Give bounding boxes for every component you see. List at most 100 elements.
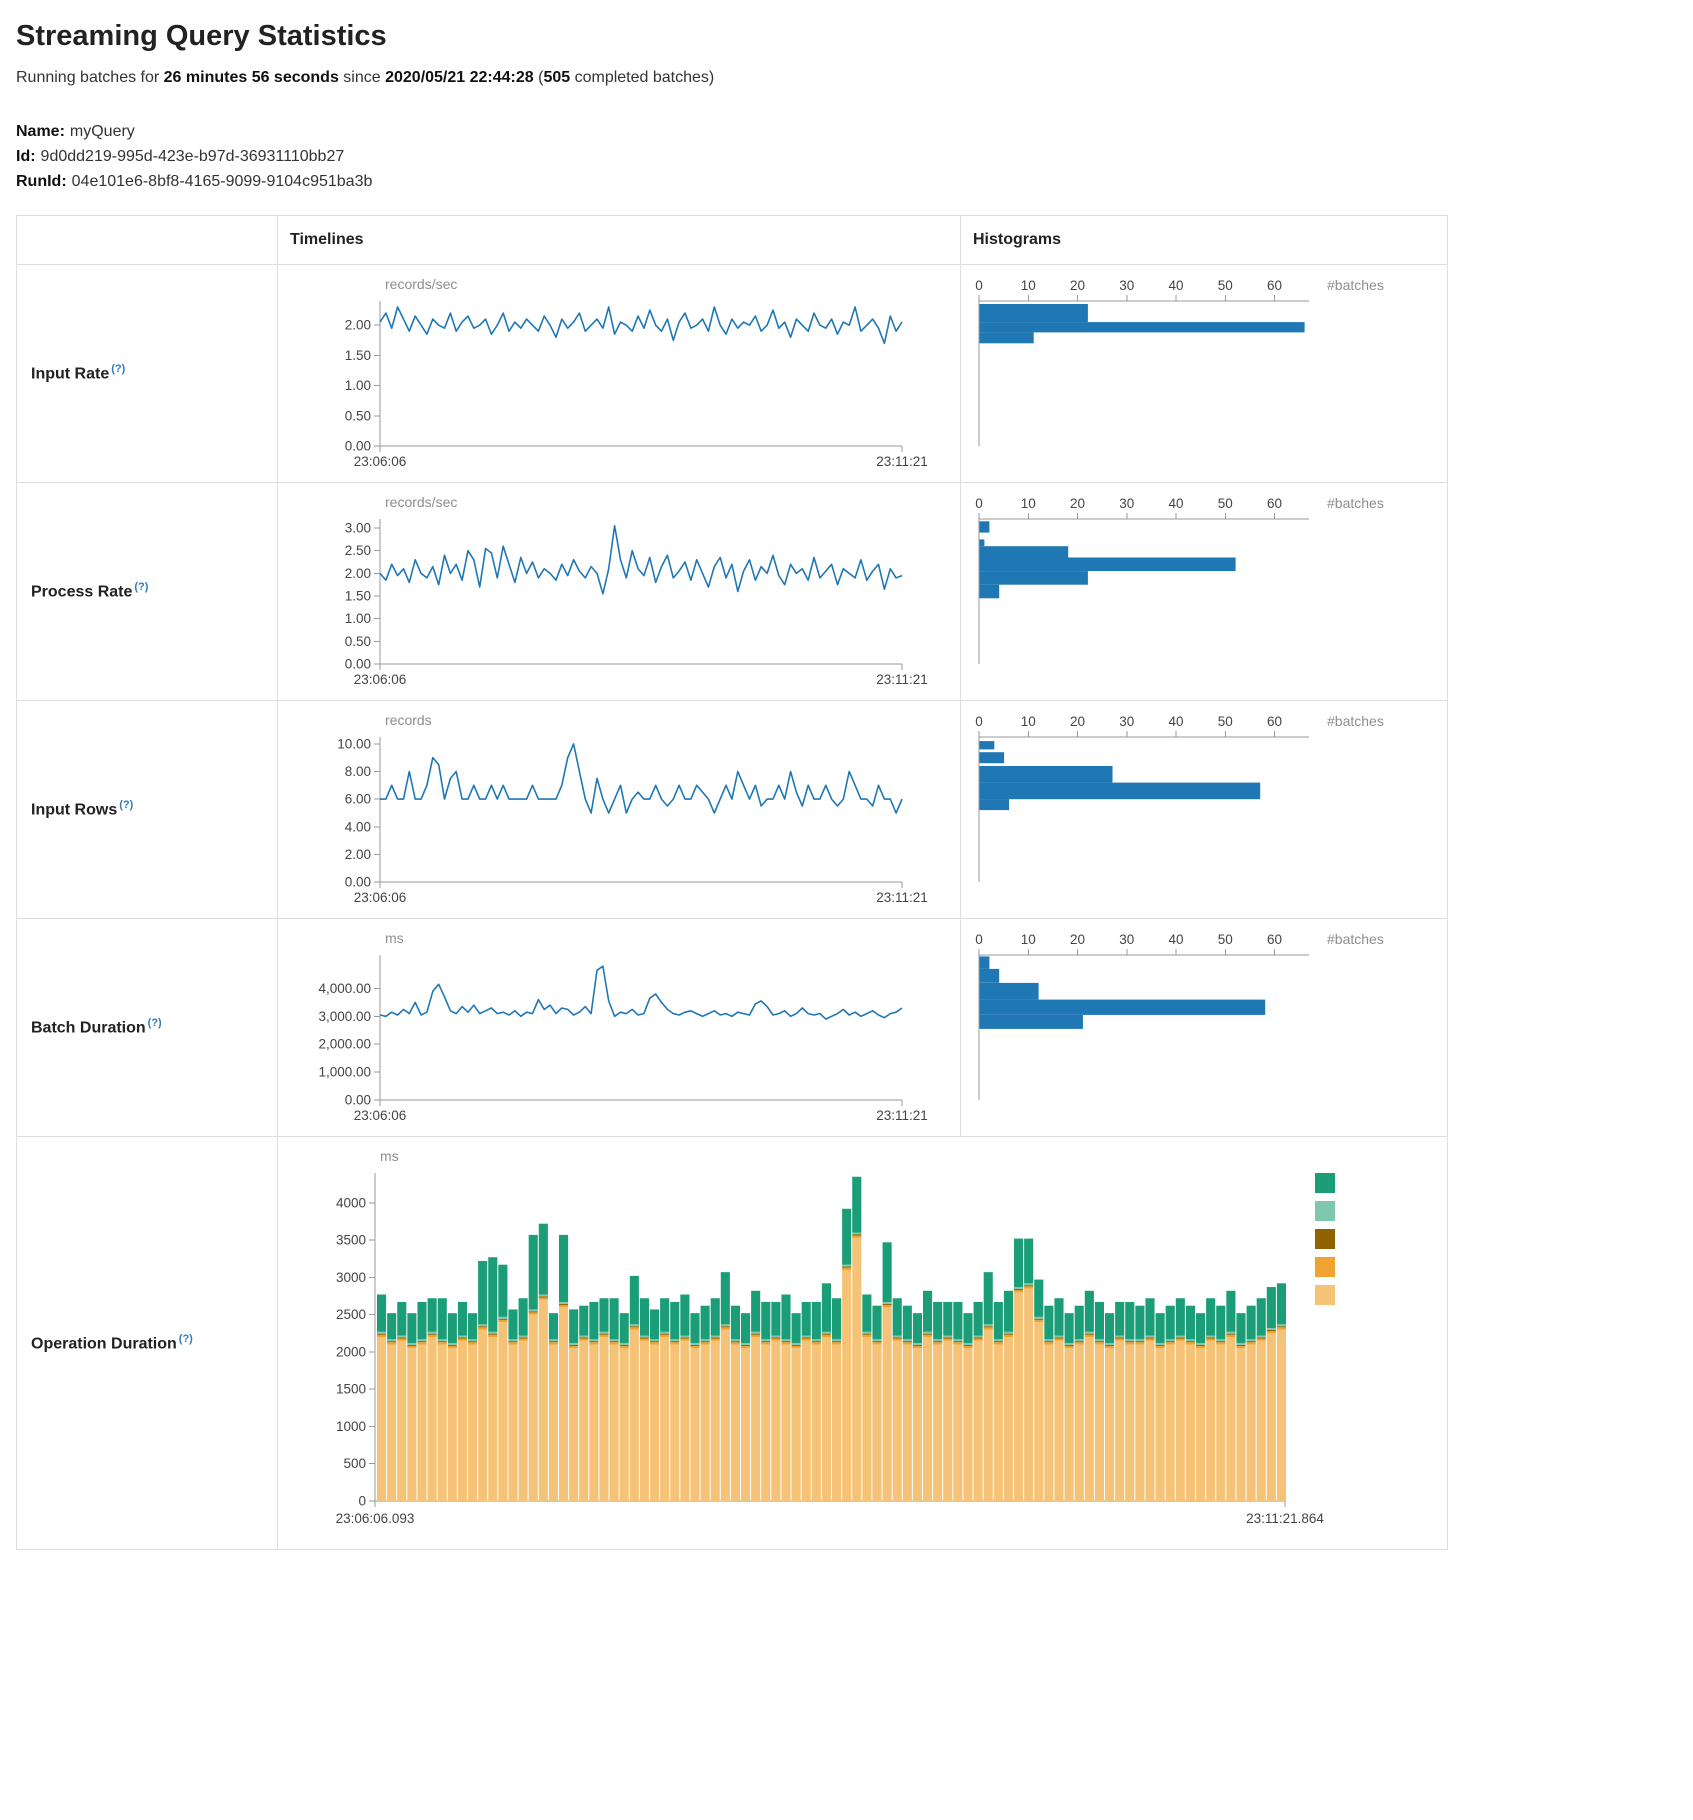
stacked-bar-segment [811, 1341, 821, 1343]
stacked-bar-segment [1266, 1329, 1276, 1332]
operation-duration-help-icon[interactable]: (?) [178, 1332, 193, 1345]
histogram-bar [979, 766, 1113, 783]
svg-text:2.00: 2.00 [345, 847, 371, 862]
stacked-bar-segment [761, 1342, 771, 1345]
stacked-bar-segment [791, 1313, 801, 1343]
stacked-bar-segment [498, 1316, 508, 1319]
legend-swatch[interactable] [1315, 1285, 1335, 1305]
stacked-bar-segment [710, 1337, 720, 1339]
input-rate-timeline-cell: records/sec 0.00 0.50 1.00 1.50 2.00 23:06:06 2… [277, 264, 961, 483]
stacked-bar-segment [700, 1341, 710, 1343]
stacked-bar-segment [690, 1345, 700, 1349]
stacked-bar-segment [528, 1309, 538, 1312]
stacked-bar-segment [872, 1339, 882, 1342]
stacked-bar-segment [973, 1340, 983, 1501]
stacked-bar-segment [741, 1345, 751, 1349]
stacked-bar-segment [1024, 1283, 1034, 1286]
stacked-bar-segment [609, 1344, 619, 1501]
svg-text:records/sec: records/sec [385, 494, 457, 510]
svg-text:20: 20 [1070, 714, 1085, 729]
statistics-table: Timelines Histograms Input Rate (?) recor… [16, 215, 1448, 1550]
svg-text:20: 20 [1070, 932, 1085, 947]
stacked-bar-segment [963, 1344, 973, 1346]
stacked-bar-segment [1185, 1339, 1195, 1342]
stacked-bar-segment [1003, 1337, 1013, 1501]
stacked-bar-segment [821, 1333, 831, 1335]
stacked-bar-segment [548, 1342, 558, 1345]
stacked-bar-segment [892, 1340, 902, 1501]
input-rate-label: Input Rate [31, 365, 110, 383]
svg-text:23:11:21: 23:11:21 [876, 1108, 928, 1123]
stacked-bar-segment [619, 1344, 629, 1346]
svg-text:ms: ms [385, 930, 404, 946]
input-rate-help-icon[interactable]: (?) [111, 363, 126, 376]
input_rate_timeline-svg: records/sec 0.00 0.50 1.00 1.50 2.00 23:06:06 2… [345, 276, 928, 469]
stacked-bar-segment [862, 1294, 872, 1332]
svg-text:10.00: 10.00 [337, 736, 371, 751]
stacked-bar-segment [1226, 1334, 1236, 1337]
stacked-bar-segment [993, 1341, 1003, 1343]
stacked-bar-segment [1276, 1326, 1286, 1328]
svg-text:60: 60 [1267, 714, 1282, 729]
histogram-bar [979, 999, 1266, 1015]
batch-duration-help-icon[interactable]: (?) [147, 1017, 162, 1030]
process-rate-help-icon[interactable]: (?) [134, 581, 149, 594]
legend-swatch[interactable] [1315, 1229, 1335, 1249]
svg-text:0: 0 [975, 714, 983, 729]
stacked-bar-segment [447, 1344, 457, 1346]
stacked-bar-segment [417, 1339, 427, 1342]
query-runid-value: 04e101e6-8bf8-4165-9099-9104c951ba3b [71, 173, 373, 190]
legend-swatch[interactable] [1315, 1257, 1335, 1277]
timelines-header: Timelines [277, 215, 961, 265]
stacked-bar-segment [892, 1338, 902, 1341]
stacked-bar-segment [518, 1338, 528, 1341]
stacked-bar-segment [548, 1339, 558, 1342]
stacked-bar-segment [397, 1340, 407, 1501]
legend-swatch[interactable] [1315, 1201, 1335, 1221]
stacked-bar-segment [801, 1335, 811, 1338]
stacked-bar-segment [680, 1294, 690, 1336]
stacked-bar-segment [407, 1345, 417, 1349]
stacked-bar-segment [478, 1326, 488, 1328]
svg-text:3000: 3000 [336, 1270, 366, 1285]
legend-swatch[interactable] [1315, 1173, 1335, 1193]
stacked-bar-segment [589, 1342, 599, 1345]
stacked-bar-segment [1206, 1338, 1216, 1341]
stacked-bar-segment [1064, 1344, 1074, 1346]
stacked-bar-segment [1196, 1348, 1206, 1501]
svg-text:3.00: 3.00 [345, 521, 371, 536]
stacked-bar-segment [1145, 1337, 1155, 1339]
stacked-bar-segment [589, 1339, 599, 1342]
stacked-bar-segment [488, 1334, 498, 1337]
stacked-bar-segment [599, 1337, 609, 1501]
svg-text:1.50: 1.50 [345, 589, 371, 604]
summary-paren: ( [533, 69, 544, 86]
stacked-bar-segment [771, 1338, 781, 1341]
svg-text:23:11:21.864: 23:11:21.864 [1246, 1511, 1324, 1526]
stacked-bar-segment [801, 1337, 811, 1339]
stacked-bar-segment [912, 1345, 922, 1349]
stacked-bar-segment [1276, 1329, 1286, 1501]
input-rows-histogram-chart: 0 10 20 30 40 50 60 #batches [963, 707, 1445, 912]
histogram-bar [979, 752, 1005, 764]
svg-text:10: 10 [1021, 496, 1036, 511]
stacked-bar-segment [1014, 1290, 1024, 1293]
stacked-bar-segment [387, 1344, 397, 1501]
stacked-bar-segment [508, 1342, 518, 1345]
stacked-bar-segment [811, 1339, 821, 1342]
stacked-bar-segment [751, 1333, 761, 1335]
stacked-bar-segment [973, 1335, 983, 1338]
stacked-bar-segment [1185, 1344, 1195, 1501]
stacked-bar-segment [832, 1298, 842, 1340]
query-runid-line: RunId: 04e101e6-8bf8-4165-9099-9104c951ba… [16, 173, 1676, 191]
stacked-bar-segment [1226, 1337, 1236, 1501]
corner-header-cell [16, 215, 278, 265]
stacked-bar-segment [811, 1342, 821, 1345]
stacked-bar-segment [1014, 1287, 1024, 1289]
svg-text:records: records [385, 712, 432, 728]
stacked-bar-segment [518, 1298, 528, 1336]
stacked-bar-segment [751, 1337, 761, 1501]
stacked-bar-segment [528, 1311, 538, 1313]
input-rows-help-icon[interactable]: (?) [119, 799, 134, 812]
histogram-bar [979, 799, 1010, 811]
